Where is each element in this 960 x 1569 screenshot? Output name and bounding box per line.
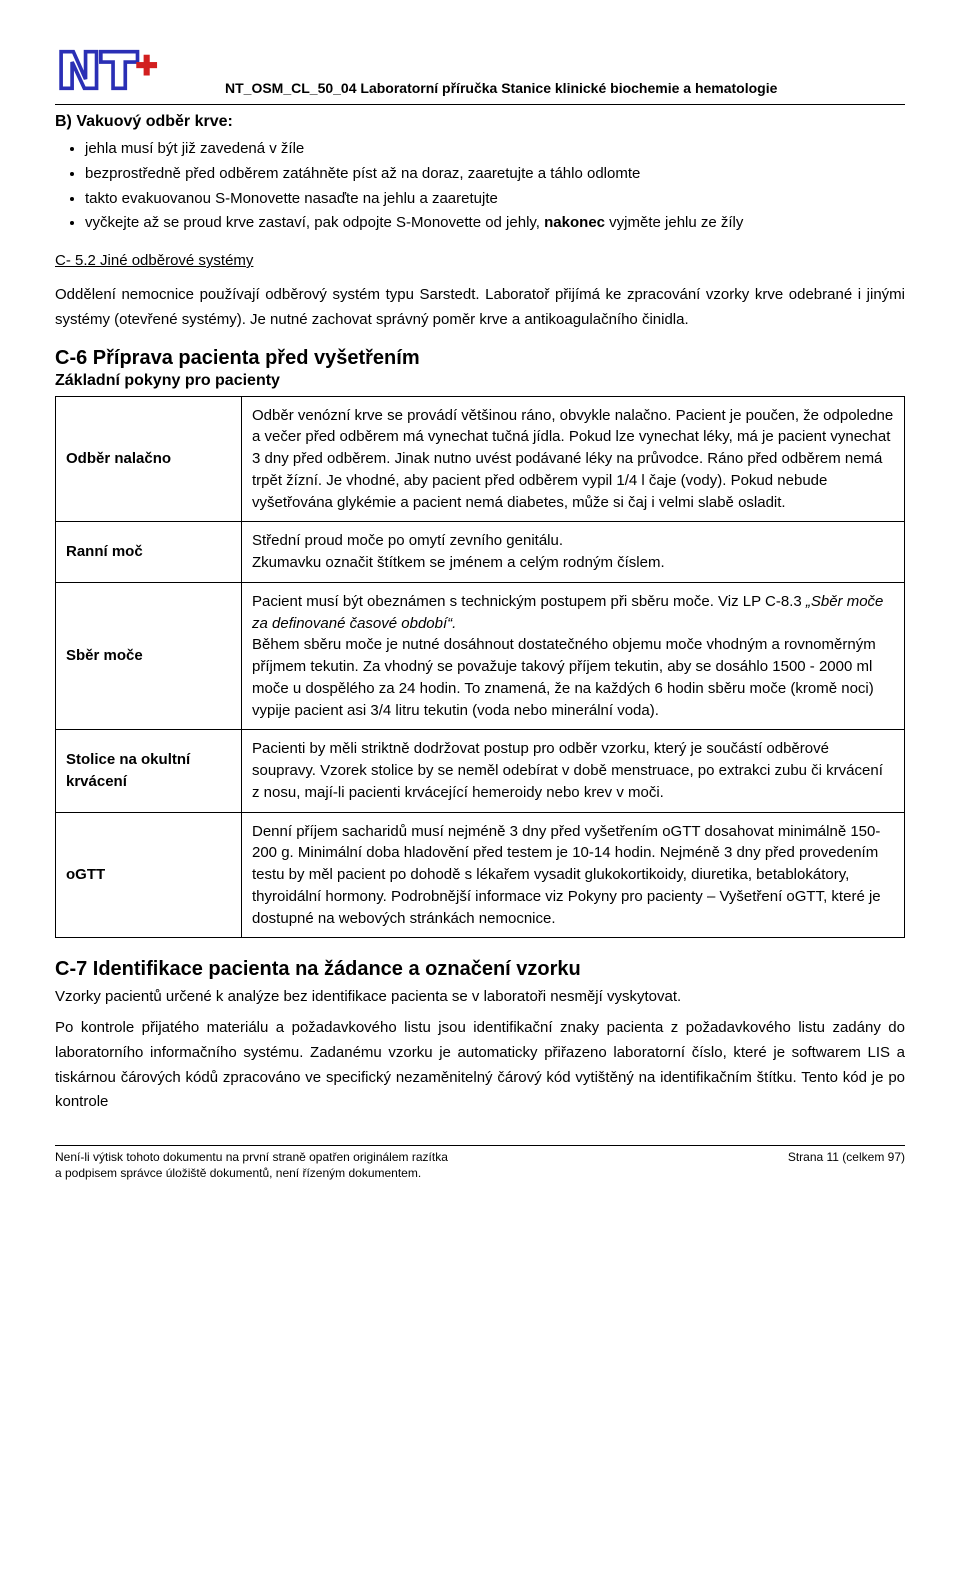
c7-paragraph-1: Vzorky pacientů určené k analýze bez ide… <box>55 985 905 1010</box>
footer-left: Není-li výtisk tohoto dokumentu na první… <box>55 1149 448 1181</box>
c52-paragraph: Oddělení nemocnice používají odběrový sy… <box>55 283 905 333</box>
table-row-label: Ranní moč <box>56 522 242 583</box>
table-row-text: Denní příjem sacharidů musí nejméně 3 dn… <box>242 812 905 938</box>
c7-paragraph-2: Po kontrole přijatého materiálu a požada… <box>55 1016 905 1115</box>
doc-header-title: NT_OSM_CL_50_04 Laboratorní příručka Sta… <box>225 80 777 100</box>
table-row: Odběr nalačnoOdběr venózní krve se prová… <box>56 396 905 522</box>
section-b-bullets: jehla musí být již zavedená v žílebezpro… <box>55 137 905 236</box>
table-row-label: Odběr nalačno <box>56 396 242 522</box>
c52-title: C- 5.2 Jiné odběrové systémy <box>55 252 905 269</box>
table-row-text: Střední proud moče po omytí zevního geni… <box>242 522 905 583</box>
table-row-text: Pacienti by měli striktně dodržovat post… <box>242 730 905 812</box>
table-row: oGTTDenní příjem sacharidů musí nejméně … <box>56 812 905 938</box>
nt-plus-logo <box>55 40 165 100</box>
table-row-label: oGTT <box>56 812 242 938</box>
header-rule <box>55 104 905 105</box>
table-row: Sběr močePacient musí být obeznámen s te… <box>56 582 905 730</box>
table-row-text: Pacient musí být obeznámen s technickým … <box>242 582 905 730</box>
section-b-bullet: bezprostředně před odběrem zatáhněte pís… <box>85 162 905 187</box>
section-b-bullet: takto evakuovanou S-Monovette nasaďte na… <box>85 187 905 212</box>
table-row: Ranní močStřední proud moče po omytí zev… <box>56 522 905 583</box>
section-b-bullet: vyčkejte až se proud krve zastaví, pak o… <box>85 211 905 236</box>
instructions-table: Odběr nalačnoOdběr venózní krve se prová… <box>55 396 905 939</box>
table-row-text: Odběr venózní krve se provádí většinou r… <box>242 396 905 522</box>
c6-subtitle: Základní pokyny pro pacienty <box>55 372 905 390</box>
c6-title: C-6 Příprava pacienta před vyšetřením <box>55 347 905 370</box>
table-row: Stolice na okultní krváceníPacienti by m… <box>56 730 905 812</box>
table-row-label: Sběr moče <box>56 582 242 730</box>
footer: Není-li výtisk tohoto dokumentu na první… <box>55 1149 905 1181</box>
section-b-title: B) Vakuový odběr krve: <box>55 113 905 131</box>
table-row-label: Stolice na okultní krvácení <box>56 730 242 812</box>
header: NT_OSM_CL_50_04 Laboratorní příručka Sta… <box>55 40 905 100</box>
footer-right: Strana 11 (celkem 97) <box>788 1149 905 1181</box>
footer-rule <box>55 1145 905 1146</box>
c7-title: C-7 Identifikace pacienta na žádance a o… <box>55 958 905 981</box>
section-b-bullet: jehla musí být již zavedená v žíle <box>85 137 905 162</box>
